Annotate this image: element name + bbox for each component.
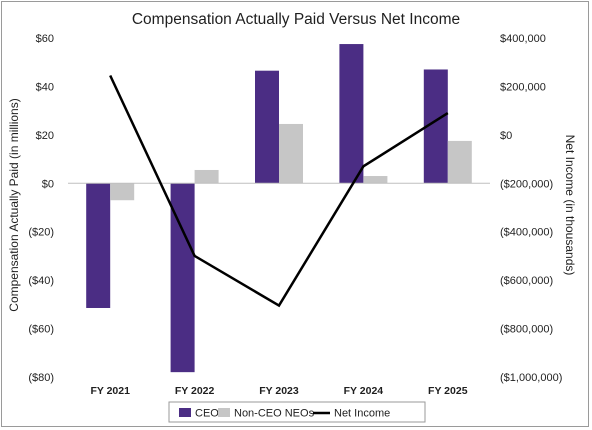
- x-tick-label: FY 2022: [175, 385, 215, 397]
- legend-box: [168, 401, 426, 423]
- y-right-tick-label: ($200,000): [500, 178, 553, 190]
- legend-label: Non-CEO NEOs: [234, 408, 315, 420]
- legend-label: CEO: [195, 408, 219, 420]
- y-left-tick-label: ($40): [28, 275, 54, 287]
- y-right-tick-label: $400,000: [500, 33, 546, 45]
- y-left-tick-label: $0: [42, 178, 54, 190]
- y-right-tick-label: $0: [500, 130, 512, 142]
- y-right-tick-label: ($400,000): [500, 227, 553, 239]
- bar-ceo-fy-2021: [86, 183, 111, 308]
- x-tick-label: FY 2025: [428, 385, 468, 397]
- x-tick-label: FY 2021: [90, 385, 130, 397]
- y-left-tick-label: $40: [36, 81, 54, 93]
- y-right-tick-label: ($1,000,000): [500, 372, 562, 384]
- legend-swatch-ceo: [179, 408, 191, 417]
- y-left-tick-label: $60: [36, 33, 54, 45]
- legend: CEO Non-CEO NEOs Net Income: [168, 401, 426, 423]
- x-tick-label: FY 2024: [344, 385, 384, 397]
- y-left-tick-label: ($60): [28, 324, 54, 336]
- bar-non-ceo-neos-fy-2025: [447, 140, 472, 184]
- bar-ceo-fy-2024: [339, 44, 364, 184]
- bar-ceo-fy-2023: [255, 70, 279, 184]
- bar-non-ceo-neos-fy-2023: [279, 123, 303, 184]
- chart-title: Compensation Actually Paid Versus Net In…: [132, 11, 460, 28]
- y-right-tick-label: ($600,000): [500, 275, 553, 287]
- bar-non-ceo-neos-fy-2022: [194, 169, 219, 184]
- x-tick-label: FY 2023: [259, 385, 299, 397]
- y-axis-right-label: Net Income (in thousands): [563, 135, 577, 276]
- plot-area: $60 $40 $20 $0 ($20) ($40) ($60) ($80) $400,000 $…: [28, 33, 562, 397]
- legend-label: Net Income: [334, 408, 390, 420]
- bar-non-ceo-neos-fy-2021: [110, 183, 135, 201]
- y-left-tick-label: ($20): [28, 227, 54, 239]
- y-left-tick-label: $20: [36, 130, 54, 142]
- bar-non-ceo-neos-fy-2024: [363, 176, 388, 184]
- y-right-tick-label: ($800,000): [500, 324, 553, 336]
- y-axis-left-label: Compensation Actually Paid (in millions): [7, 98, 21, 311]
- y-left-tick-label: ($80): [28, 372, 54, 384]
- legend-swatch-non-ceo-neos: [218, 408, 230, 417]
- y-right-tick-label: $200,000: [500, 81, 546, 93]
